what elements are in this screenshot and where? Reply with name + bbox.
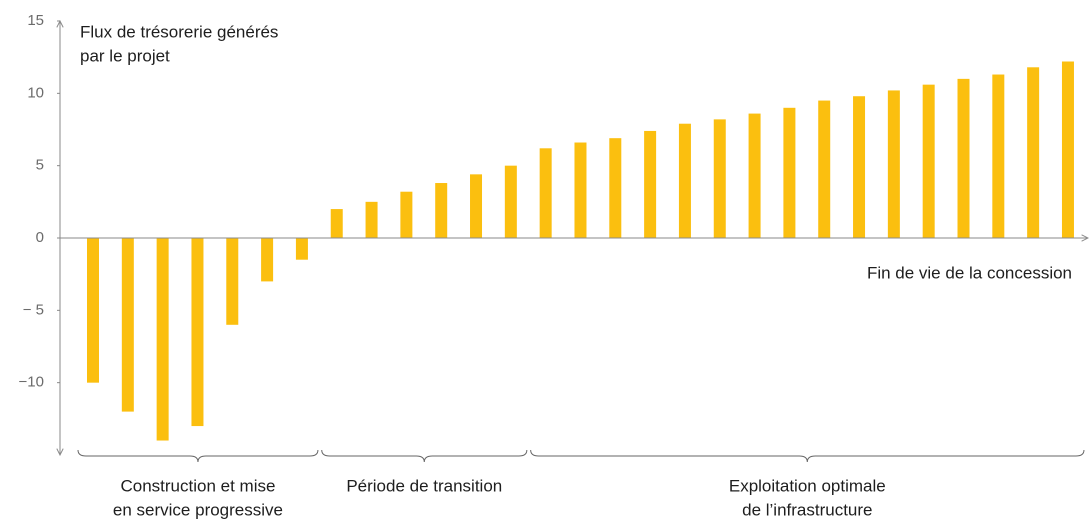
brace (321, 449, 528, 463)
bar (644, 130, 657, 238)
bar (748, 113, 761, 238)
bar (226, 238, 239, 325)
bar (539, 148, 552, 238)
bar (922, 84, 935, 238)
bar (400, 191, 413, 238)
bar (435, 183, 448, 238)
bar (818, 100, 831, 238)
phase-label: Exploitation optimale (729, 476, 886, 495)
bar (957, 78, 970, 238)
bar (156, 238, 169, 441)
y-tick-label: 0 (36, 229, 44, 246)
brace (530, 449, 1085, 463)
bar (191, 238, 204, 427)
bar (678, 123, 691, 238)
bar (295, 238, 308, 260)
y-tick-label: −10 (19, 374, 44, 391)
bar (261, 238, 274, 282)
bar (1027, 67, 1040, 238)
bar (609, 138, 622, 238)
phase-label: Construction et mise (120, 476, 275, 495)
bar (887, 90, 900, 238)
y-tick-label: 10 (27, 84, 44, 101)
y-tick-label: 5 (36, 157, 44, 174)
phase-label: de l’infrastructure (742, 500, 872, 519)
bar (121, 238, 134, 412)
bar (574, 142, 587, 238)
phase-label: Période de transition (346, 476, 502, 495)
annotation: Fin de vie de la concession (867, 263, 1072, 282)
bar (87, 238, 99, 383)
bar (992, 74, 1005, 238)
bar (853, 96, 866, 238)
bar (783, 107, 796, 238)
bar (1061, 61, 1074, 238)
bar (504, 165, 517, 238)
bar (470, 174, 483, 238)
y-tick-label: 15 (27, 12, 44, 29)
bar (713, 119, 726, 238)
bar (330, 209, 343, 238)
y-axis-label: par le projet (80, 46, 170, 65)
y-tick-label: − 5 (23, 301, 44, 318)
phase-label: en service progressive (113, 500, 283, 519)
bar (365, 201, 378, 238)
y-axis-label: Flux de trésorerie générés (80, 22, 278, 41)
brace (77, 449, 319, 463)
